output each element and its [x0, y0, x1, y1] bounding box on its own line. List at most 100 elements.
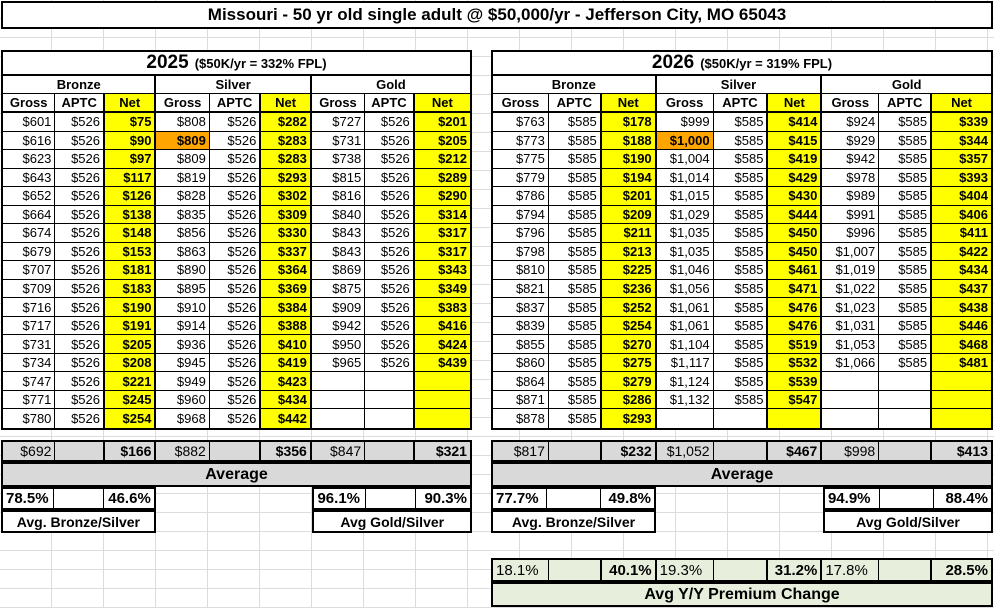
- cell[interactable]: $526: [55, 353, 105, 372]
- cell[interactable]: $369: [261, 279, 312, 298]
- cell[interactable]: $585: [548, 372, 602, 390]
- cell[interactable]: $1,004: [656, 150, 714, 168]
- cell[interactable]: $821: [493, 279, 549, 298]
- cell[interactable]: $383: [414, 298, 470, 316]
- cell[interactable]: $286: [601, 390, 657, 409]
- pct-cell[interactable]: 77.7%: [491, 487, 548, 510]
- cell[interactable]: [414, 372, 470, 390]
- cell[interactable]: $674: [3, 224, 56, 242]
- cell[interactable]: $869: [311, 261, 366, 279]
- cell[interactable]: $526: [209, 372, 262, 390]
- cell[interactable]: $526: [55, 131, 105, 150]
- cell[interactable]: $429: [768, 168, 823, 187]
- cell[interactable]: $526: [365, 205, 415, 224]
- cell[interactable]: $763: [493, 113, 549, 131]
- tier-header-bronze[interactable]: Bronze: [3, 76, 157, 93]
- cell[interactable]: $416: [414, 316, 470, 335]
- cell[interactable]: $1,035: [656, 224, 714, 242]
- column-header-net[interactable]: Net: [932, 94, 991, 111]
- cell[interactable]: $1,035: [656, 242, 714, 261]
- cell[interactable]: $585: [879, 316, 933, 335]
- cell[interactable]: $526: [55, 372, 105, 390]
- tier-header-gold[interactable]: Gold: [891, 77, 922, 92]
- cell[interactable]: $709: [3, 279, 56, 298]
- column-header-gross[interactable]: Gross: [493, 94, 549, 111]
- cell[interactable]: $526: [209, 335, 262, 353]
- pct-cell[interactable]: 78.5%: [1, 487, 54, 510]
- cell[interactable]: $444: [768, 205, 823, 224]
- avg-cell[interactable]: $413: [932, 442, 991, 460]
- cell[interactable]: $585: [879, 279, 933, 298]
- cell[interactable]: $526: [365, 335, 415, 353]
- cell[interactable]: $201: [414, 113, 470, 131]
- cell[interactable]: $585: [713, 205, 769, 224]
- cell[interactable]: [656, 409, 714, 428]
- column-header-net[interactable]: Net: [601, 94, 657, 111]
- cell[interactable]: $349: [414, 279, 470, 298]
- cell[interactable]: $434: [261, 390, 312, 409]
- cell[interactable]: [822, 390, 880, 409]
- avg-cell[interactable]: $232: [601, 442, 657, 460]
- column-header-gross[interactable]: Gross: [156, 94, 210, 111]
- cell[interactable]: $526: [209, 224, 262, 242]
- cell[interactable]: $526: [365, 298, 415, 316]
- pct-cell[interactable]: 46.6%: [103, 487, 156, 510]
- cell[interactable]: $526: [55, 242, 105, 261]
- cell[interactable]: $1,007: [822, 242, 880, 261]
- cell[interactable]: $526: [209, 298, 262, 316]
- cell[interactable]: $330: [261, 224, 312, 242]
- cell[interactable]: $526: [209, 187, 262, 205]
- cell[interactable]: $585: [879, 205, 933, 224]
- cell[interactable]: $526: [209, 168, 262, 187]
- cell[interactable]: $526: [55, 150, 105, 168]
- cell[interactable]: $424: [414, 335, 470, 353]
- cell[interactable]: $864: [493, 372, 549, 390]
- cell[interactable]: $337: [261, 242, 312, 261]
- avg-cell[interactable]: [209, 442, 262, 460]
- cell[interactable]: $526: [55, 168, 105, 187]
- column-header-aptc[interactable]: APTC: [879, 94, 933, 111]
- cell[interactable]: $585: [548, 261, 602, 279]
- cell[interactable]: $90: [105, 131, 157, 150]
- cell[interactable]: $585: [713, 261, 769, 279]
- cell[interactable]: $585: [879, 113, 933, 131]
- cell[interactable]: $738: [311, 150, 366, 168]
- cell[interactable]: $526: [365, 113, 415, 131]
- cell[interactable]: $225: [601, 261, 657, 279]
- cell[interactable]: $1,056: [656, 279, 714, 298]
- cell[interactable]: [414, 390, 470, 409]
- cell[interactable]: $942: [311, 316, 366, 335]
- cell[interactable]: $1,124: [656, 372, 714, 390]
- cell[interactable]: [311, 372, 366, 390]
- cell[interactable]: $643: [3, 168, 56, 187]
- cell[interactable]: $388: [261, 316, 312, 335]
- cell[interactable]: $585: [713, 390, 769, 409]
- cell[interactable]: $190: [105, 298, 157, 316]
- cell[interactable]: $779: [493, 168, 549, 187]
- cell[interactable]: $1,015: [656, 187, 714, 205]
- cell[interactable]: $283: [261, 131, 312, 150]
- cell[interactable]: $153: [105, 242, 157, 261]
- cell[interactable]: $837: [493, 298, 549, 316]
- pct-cell[interactable]: 96.1%: [312, 487, 367, 510]
- avg-cell[interactable]: $998: [822, 442, 880, 460]
- avg-cell[interactable]: [713, 442, 769, 460]
- cell[interactable]: $585: [713, 372, 769, 390]
- cell[interactable]: $890: [156, 261, 210, 279]
- cell[interactable]: $293: [261, 168, 312, 187]
- cell[interactable]: $855: [493, 335, 549, 353]
- cell[interactable]: $275: [601, 353, 657, 372]
- cell[interactable]: $393: [932, 168, 991, 187]
- avg-cell[interactable]: [55, 442, 105, 460]
- column-header-net[interactable]: Net: [414, 94, 470, 111]
- cell[interactable]: $526: [209, 131, 262, 150]
- column-header-gross[interactable]: Gross: [3, 94, 56, 111]
- cell[interactable]: $585: [713, 316, 769, 335]
- cell[interactable]: [713, 409, 769, 428]
- cell[interactable]: $406: [932, 205, 991, 224]
- cell[interactable]: $526: [209, 242, 262, 261]
- cell[interactable]: $293: [601, 409, 657, 428]
- cell[interactable]: $808: [156, 113, 210, 131]
- cell[interactable]: $422: [932, 242, 991, 261]
- cell[interactable]: $809: [156, 150, 210, 168]
